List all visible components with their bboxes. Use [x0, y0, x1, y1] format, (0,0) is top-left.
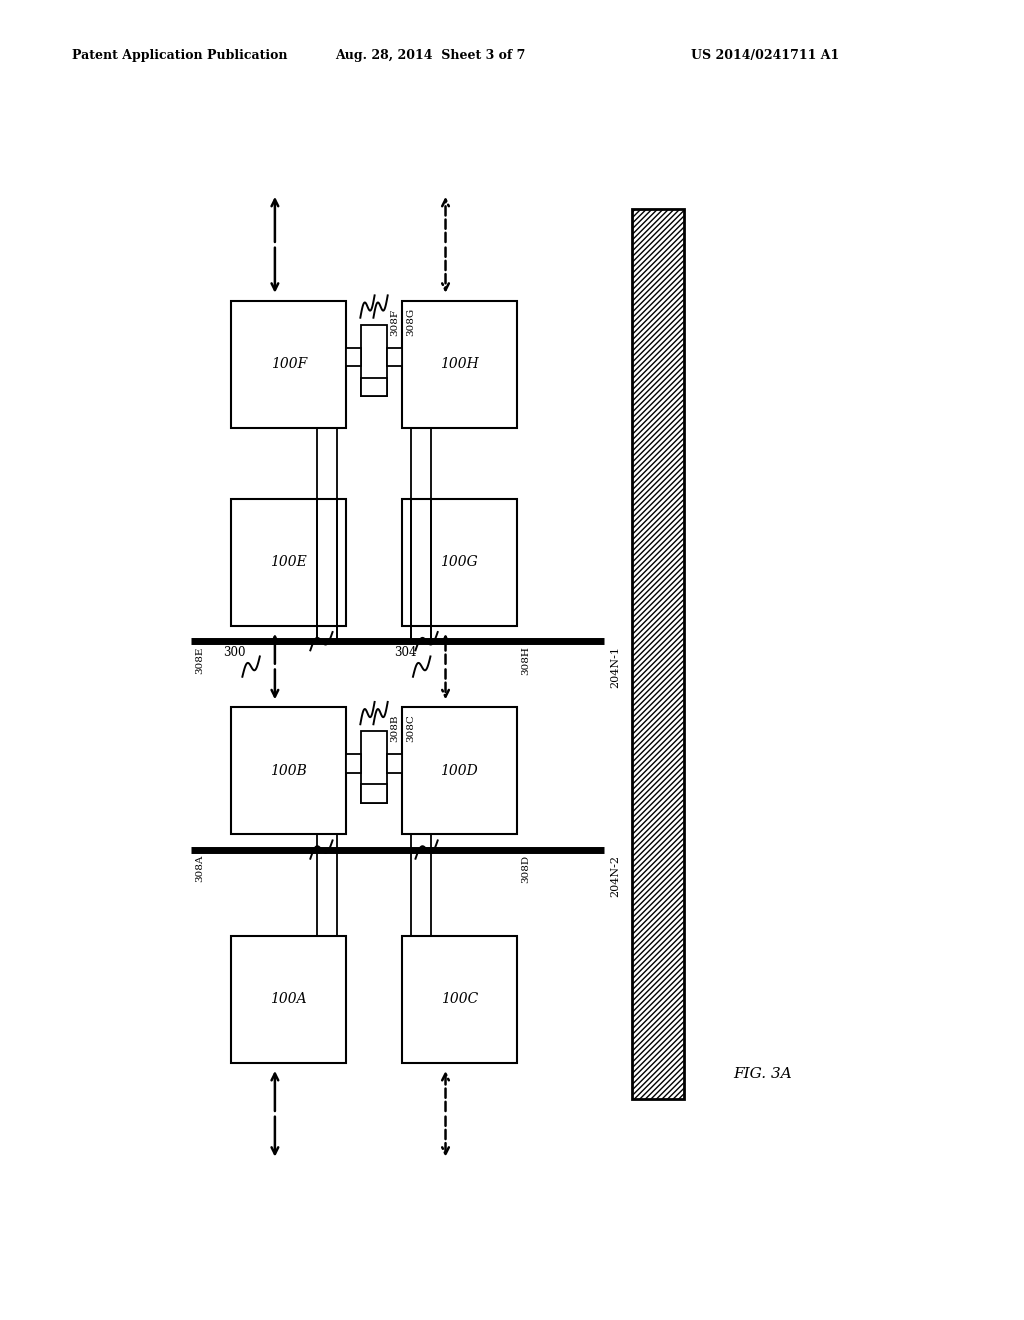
Text: Patent Application Publication: Patent Application Publication [72, 49, 287, 62]
Bar [360, 784, 387, 803]
Bar [632, 209, 684, 1098]
Bar [231, 499, 346, 626]
Bar [401, 499, 517, 626]
Text: 100D: 100D [440, 764, 478, 777]
Bar [231, 301, 346, 428]
Text: 100A: 100A [270, 993, 307, 1006]
Bar [401, 301, 517, 428]
Text: 308F: 308F [390, 309, 399, 335]
Bar [387, 347, 401, 366]
Bar [401, 936, 517, 1063]
Text: 100E: 100E [270, 556, 307, 569]
Text: 204N-1: 204N-1 [610, 647, 621, 688]
Text: 204N-2: 204N-2 [610, 854, 621, 896]
Text: 304: 304 [394, 647, 417, 660]
Text: Aug. 28, 2014  Sheet 3 of 7: Aug. 28, 2014 Sheet 3 of 7 [335, 49, 525, 62]
Text: 308H: 308H [521, 647, 529, 675]
Bar [360, 378, 387, 396]
Bar [231, 708, 346, 834]
Bar [346, 347, 360, 366]
Text: 308E: 308E [196, 647, 205, 673]
Text: FIG. 3A: FIG. 3A [733, 1068, 793, 1081]
Bar [231, 936, 346, 1063]
Text: 308G: 308G [407, 308, 415, 335]
Text: 308C: 308C [407, 714, 415, 742]
Text: US 2014/0241711 A1: US 2014/0241711 A1 [691, 49, 840, 62]
Text: 300: 300 [223, 647, 246, 660]
Text: 100C: 100C [440, 993, 478, 1006]
Bar [346, 754, 360, 772]
Text: 100H: 100H [440, 358, 478, 371]
Text: 100G: 100G [440, 556, 478, 569]
Bar [360, 731, 387, 803]
Text: 100F: 100F [270, 358, 307, 371]
Bar [360, 325, 387, 396]
Bar [387, 754, 401, 772]
Text: 308D: 308D [521, 854, 529, 883]
Text: 308B: 308B [390, 714, 399, 742]
Text: 100B: 100B [270, 764, 307, 777]
Text: 308A: 308A [196, 854, 205, 882]
Bar [401, 708, 517, 834]
